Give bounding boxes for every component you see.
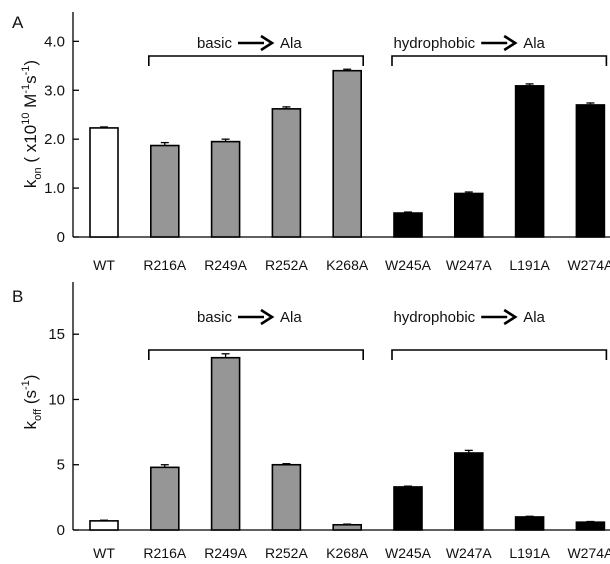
bar-W274A <box>575 104 606 238</box>
category-label: R216A <box>143 257 186 273</box>
y-tick-label: 0 <box>57 229 65 246</box>
y-axis-label: koff (s-1) <box>20 375 44 430</box>
bar-W245A <box>393 212 423 238</box>
ylabel-unit-s: s <box>21 75 40 84</box>
category-label: W247A <box>446 257 493 273</box>
group-target-label: Ala <box>523 35 545 52</box>
ylabel-unit-m-exponent: -1 <box>20 84 32 94</box>
ylabel-exponent: -1 <box>20 380 32 390</box>
category-label: R249A <box>204 257 247 273</box>
category-label: R252A <box>265 257 308 273</box>
group-label: basic <box>197 35 233 52</box>
ylabel-open: (s <box>21 390 40 409</box>
category-label: R249A <box>204 545 247 561</box>
bar-R249A <box>210 356 241 531</box>
y-tick-label: 5 <box>57 457 65 474</box>
bar-W247A <box>453 452 484 531</box>
ylabel-unit-m: M <box>21 94 40 113</box>
group-target-label: Ala <box>523 309 545 326</box>
ylabel-subscript: on <box>32 167 44 179</box>
bar-WT <box>89 520 119 531</box>
category-label: W245A <box>385 545 432 561</box>
y-tick-label: 2.0 <box>44 131 65 148</box>
arrow-head <box>503 308 518 326</box>
category-label: K268A <box>326 257 369 273</box>
group-bracket <box>148 55 364 66</box>
bar-W274A <box>575 521 606 531</box>
ylabel-close: ) <box>21 60 40 66</box>
panel-letter: A <box>12 13 24 32</box>
y-tick-label: 1.0 <box>44 180 65 197</box>
y-tick-label: 4.0 <box>44 33 65 50</box>
ylabel-unit-s-exponent: -1 <box>20 66 32 76</box>
y-tick-label: 15 <box>48 326 65 343</box>
y-tick-label: 10 <box>48 391 65 408</box>
category-label: L191A <box>509 257 550 273</box>
ylabel-k: k <box>21 179 40 188</box>
category-label: W247A <box>446 545 493 561</box>
group-label: basic <box>197 309 233 326</box>
panel-B: B 0 5 10 15 WT R216A R249A R252A K268A W245A W247A L… <box>12 282 610 561</box>
ylabel-k: k <box>21 420 40 429</box>
bar-K268A <box>332 523 363 531</box>
y-tick-label: 3.0 <box>44 82 65 99</box>
bar-R216A <box>150 466 180 531</box>
group-target-label: Ala <box>280 35 302 52</box>
bar-K268A <box>332 69 363 238</box>
category-label: R216A <box>143 545 186 561</box>
category-label: WT <box>93 257 115 273</box>
category-label: L191A <box>509 545 550 561</box>
category-label: R252A <box>265 545 308 561</box>
bar-L191A <box>514 516 545 531</box>
group-bracket <box>148 349 364 360</box>
category-label: W274A <box>567 257 610 273</box>
y-axis-label: kon ( x1010 M-1s-1) <box>20 60 44 188</box>
bar-R252A <box>271 108 302 238</box>
arrow-head <box>503 34 518 52</box>
panel-A: A 0 1.0 2.0 3.0 4.0 WT R216A R249A R252A K268A W245… <box>12 12 610 273</box>
ylabel-close: ) <box>21 375 40 381</box>
group-target-label: Ala <box>280 309 302 326</box>
ylabel-exponent: 10 <box>20 113 32 125</box>
bar-W247A <box>453 192 484 238</box>
category-label: K268A <box>326 545 369 561</box>
bar-WT <box>89 127 119 238</box>
group-bracket <box>391 349 608 360</box>
category-label: WT <box>93 545 115 561</box>
group-label: hydrophobic <box>393 309 475 326</box>
panel-letter: B <box>12 287 23 306</box>
y-tick-label: 0 <box>57 522 65 539</box>
arrow-head <box>260 308 275 326</box>
ylabel-subscript: off <box>32 408 44 421</box>
category-label: W245A <box>385 257 432 273</box>
bar-R249A <box>210 140 241 238</box>
arrow-head <box>260 34 275 52</box>
category-label: W274A <box>567 545 610 561</box>
group-bracket <box>391 55 608 66</box>
bar-R216A <box>150 144 180 238</box>
ylabel-open: ( x10 <box>21 125 40 168</box>
bar-R252A <box>271 463 302 531</box>
bar-L191A <box>514 85 545 238</box>
group-label: hydrophobic <box>393 35 475 52</box>
bar-W245A <box>393 486 423 531</box>
